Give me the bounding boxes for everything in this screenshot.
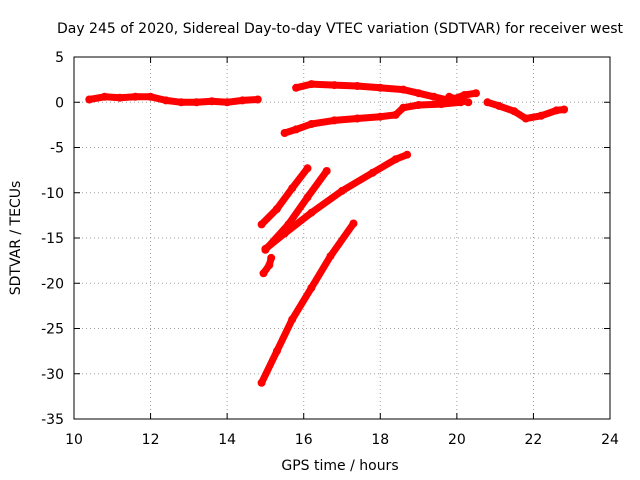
data-point xyxy=(267,253,276,262)
y-tick-label: 5 xyxy=(55,50,64,66)
data-point xyxy=(330,81,339,90)
data-point xyxy=(391,110,400,119)
data-point xyxy=(146,92,155,101)
chart-title: Day 245 of 2020, Sidereal Day-to-day VTE… xyxy=(57,21,624,37)
data-point xyxy=(307,120,316,128)
data-point xyxy=(303,164,312,173)
x-tick-label: 10 xyxy=(65,432,83,448)
x-tick-label: 20 xyxy=(448,432,466,448)
data-point xyxy=(322,167,331,175)
x-tick-label: 22 xyxy=(525,432,543,448)
y-tick-label: -35 xyxy=(41,412,64,428)
data-point xyxy=(353,82,362,90)
data-point xyxy=(257,220,266,229)
data-point xyxy=(288,315,297,324)
data-point xyxy=(238,96,247,105)
data-point xyxy=(437,100,446,109)
y-axis-label: SDTVAR / TECUs xyxy=(8,181,24,296)
y-tick-label: -10 xyxy=(41,186,64,202)
x-tick-label: 16 xyxy=(295,432,313,448)
x-tick-label: 12 xyxy=(142,432,160,448)
data-point xyxy=(326,252,335,261)
data-point xyxy=(288,184,297,193)
data-point xyxy=(330,116,339,125)
data-point xyxy=(456,98,465,107)
data-point xyxy=(100,92,109,101)
y-tick-label: 0 xyxy=(55,95,64,111)
data-point xyxy=(495,101,503,110)
data-point xyxy=(414,89,423,98)
data-point xyxy=(292,125,301,134)
data-point xyxy=(349,219,358,228)
data-point xyxy=(368,168,377,177)
y-tick-label: -25 xyxy=(41,322,64,338)
data-point xyxy=(521,114,530,123)
data-point xyxy=(115,93,124,102)
data-point xyxy=(131,92,140,101)
series-arc-4 xyxy=(281,98,465,137)
data-point xyxy=(280,229,289,238)
x-tick-labels: 10 12 14 16 18 20 22 24 xyxy=(65,432,619,448)
y-tick-label: -30 xyxy=(41,367,64,383)
data-point xyxy=(161,96,170,105)
data-point xyxy=(280,129,289,137)
data-point xyxy=(307,283,316,292)
data-point xyxy=(292,83,301,92)
series-arc-1 xyxy=(85,93,262,106)
data-point xyxy=(272,347,281,356)
data-point xyxy=(445,92,454,101)
data-series xyxy=(85,80,569,387)
data-point xyxy=(223,98,232,107)
data-point xyxy=(192,98,201,107)
y-tick-label: -5 xyxy=(50,141,64,157)
data-point xyxy=(552,106,561,115)
data-point xyxy=(391,155,400,164)
data-point xyxy=(261,244,270,253)
data-point xyxy=(207,97,216,106)
y-tick-labels: 5 0 -5 -10 -15 -20 -25 -30 -35 xyxy=(41,50,64,428)
data-point xyxy=(399,85,408,94)
data-point xyxy=(472,89,480,98)
data-point xyxy=(429,92,438,101)
x-tick-label: 18 xyxy=(371,432,389,448)
data-point xyxy=(272,205,281,213)
series-arc-6 xyxy=(258,164,311,228)
data-point xyxy=(253,95,262,104)
data-point xyxy=(483,98,492,107)
data-point xyxy=(464,98,473,107)
data-point xyxy=(177,98,186,107)
data-point xyxy=(259,269,268,278)
axis-ticks xyxy=(73,56,611,420)
x-tick-label: 14 xyxy=(218,432,236,448)
data-point xyxy=(403,150,412,159)
x-tick-label: 24 xyxy=(601,432,619,448)
data-point xyxy=(307,208,316,217)
data-point xyxy=(85,95,94,104)
x-axis-label: GPS time / hours xyxy=(281,458,398,474)
data-point xyxy=(338,186,346,195)
data-point xyxy=(560,105,569,114)
data-point xyxy=(303,193,312,202)
data-point xyxy=(414,101,423,109)
data-point xyxy=(376,83,385,92)
data-point xyxy=(510,107,519,116)
y-tick-label: -15 xyxy=(41,231,64,247)
series-arc-10 xyxy=(258,220,357,387)
data-point xyxy=(376,112,385,121)
data-point xyxy=(307,80,316,89)
data-point xyxy=(353,114,362,123)
data-point xyxy=(399,103,408,112)
y-tick-label: -20 xyxy=(41,276,64,292)
data-point xyxy=(537,111,546,120)
data-point xyxy=(265,261,274,270)
data-point xyxy=(257,378,266,387)
